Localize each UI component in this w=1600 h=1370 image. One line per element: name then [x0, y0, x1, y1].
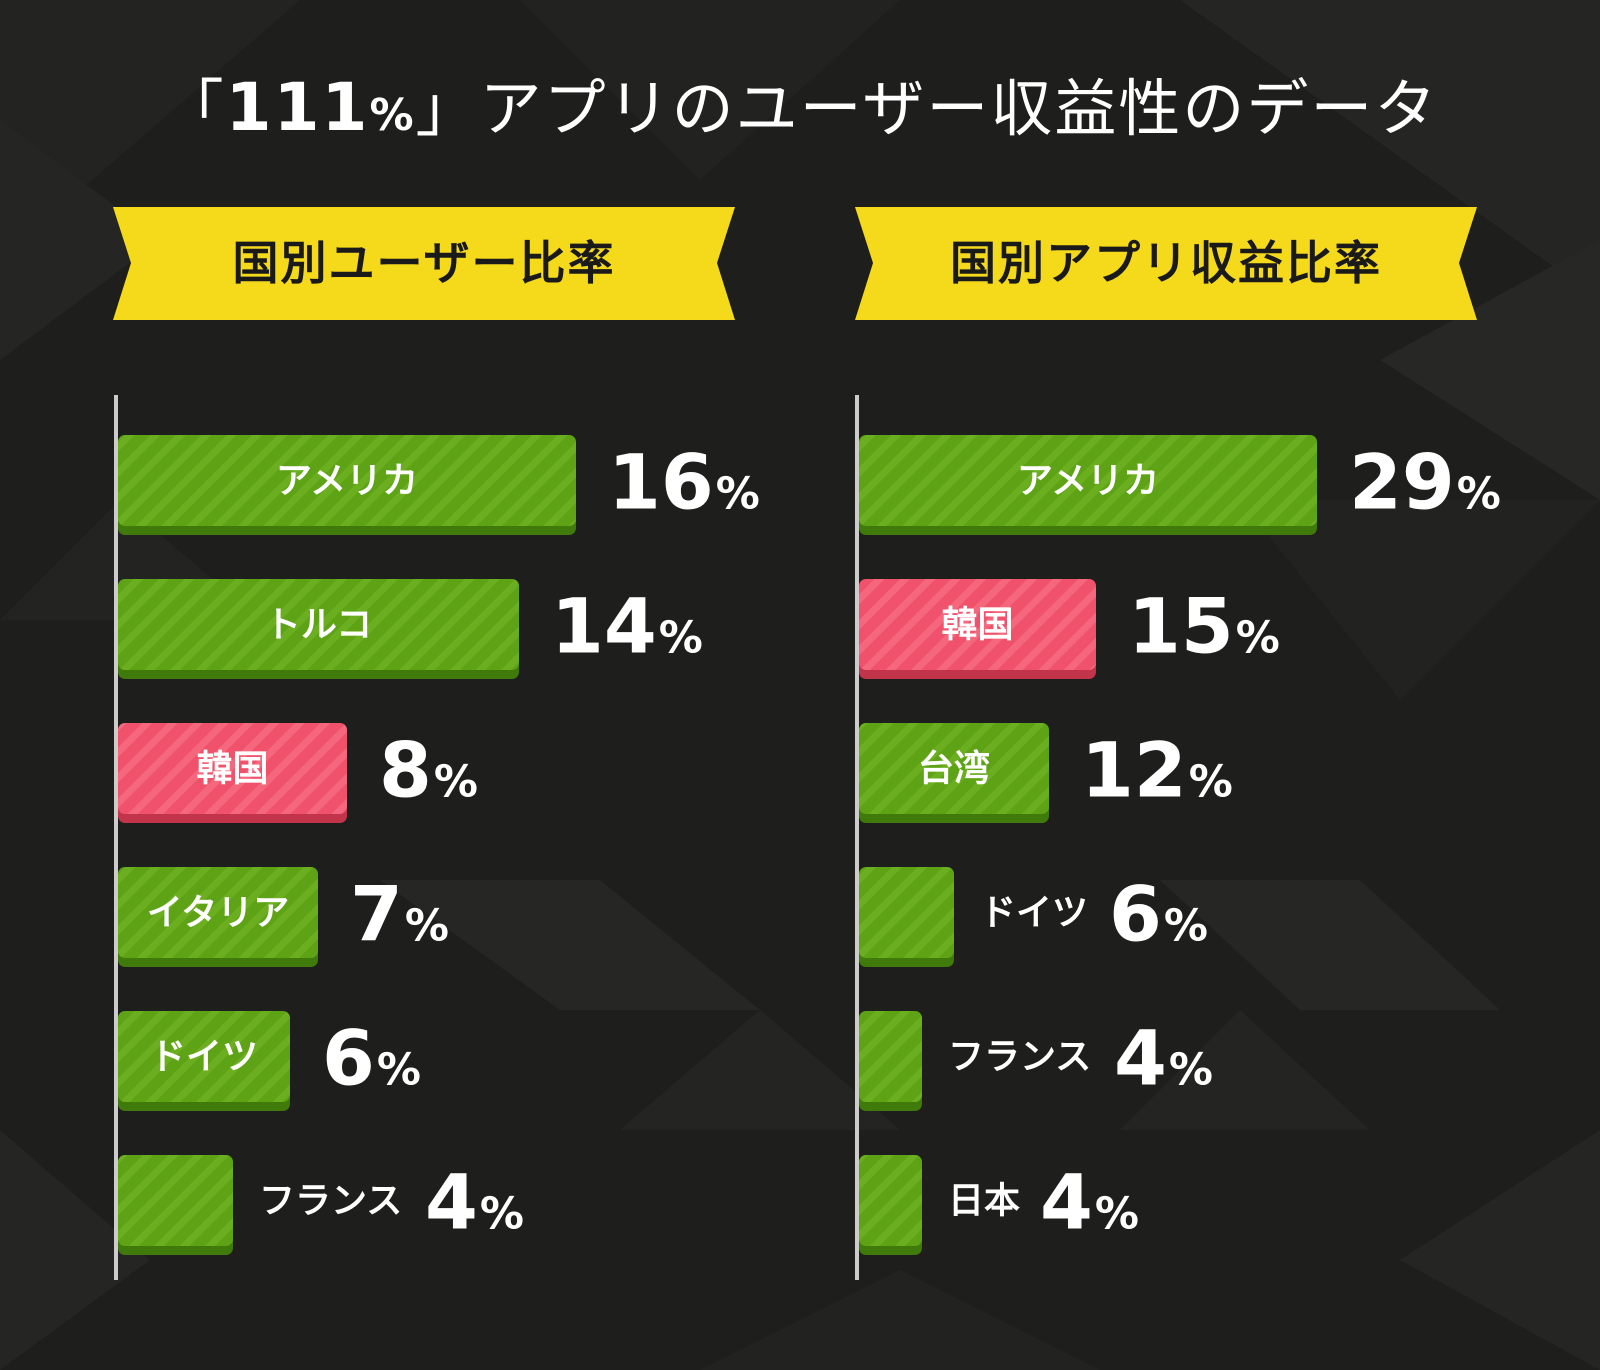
title-bracket-close: 」 — [415, 72, 480, 145]
category-label: 韓国 — [196, 749, 268, 790]
bar-group-4: イタリア 7% — [118, 867, 449, 967]
bar — [859, 1011, 922, 1102]
title-rest: アプリのユーザー収益性のデータ — [479, 72, 1439, 145]
value-label: 6% — [1109, 870, 1208, 959]
value-label: 8% — [379, 726, 478, 815]
page-title: 「111%」アプリのユーザー収益性のデータ — [0, 58, 1600, 148]
category-label: 韓国 — [941, 605, 1013, 646]
bar — [118, 1155, 233, 1246]
bar-group-2: 韓国 15% — [859, 579, 1280, 679]
value-label: 4% — [425, 1158, 524, 1247]
category-label: ドイツ — [980, 893, 1088, 934]
category-label: イタリア — [147, 893, 290, 934]
right-chart-title: 国別アプリ収益比率 — [950, 236, 1382, 290]
value-label: 29% — [1349, 438, 1501, 527]
bar-group-5: ドイツ 6% — [118, 1011, 421, 1111]
bar — [118, 723, 347, 814]
value-label: 7% — [350, 870, 449, 959]
value-label: 4% — [1114, 1014, 1213, 1103]
category-label: トルコ — [265, 605, 372, 646]
value-label: 6% — [322, 1014, 421, 1103]
bar — [859, 867, 954, 958]
value-label: 15% — [1128, 582, 1280, 671]
bar-group-6: フランス 4% — [118, 1155, 524, 1255]
bar — [859, 723, 1049, 814]
left-chart-title: 国別ユーザー比率 — [232, 236, 616, 290]
category-label: 台湾 — [918, 748, 990, 790]
category-label: ドイツ — [150, 1037, 258, 1078]
bar-group-3: 韓国 8% — [118, 723, 478, 823]
value-label: 16% — [608, 438, 760, 527]
bar-group-2: トルコ 14% — [118, 579, 703, 679]
left-chart-svg: アメリカ 16% トルコ 14% 韓国 8% イタリア 7% ドイツ 6% フランス 4% — [114, 395, 760, 1280]
bar-group-6: 日本 4% — [859, 1155, 1139, 1255]
value-label: 14% — [551, 582, 703, 671]
bar — [859, 1155, 922, 1246]
bar — [118, 435, 576, 526]
category-label: フランス — [259, 1181, 402, 1222]
title-number: 111 — [225, 69, 370, 146]
bar — [118, 579, 519, 670]
right-chart-svg: アメリカ 29% 韓国 15% 台湾 12% ドイツ 6% フランス 4% 日本 4% — [855, 395, 1501, 1280]
bar-group-4: ドイツ 6% — [859, 867, 1208, 967]
category-label: フランス — [948, 1037, 1091, 1078]
left-chart-title-ribbon: 国別ユーザー比率 — [113, 207, 735, 320]
bar-group-5: フランス 4% — [859, 1011, 1213, 1111]
bar-group-3: 台湾 12% — [859, 723, 1233, 823]
title-bracket-open: 「 — [161, 72, 226, 145]
right-chart: アメリカ 29% 韓国 15% 台湾 12% ドイツ 6% フランス 4% 日本 4% — [855, 395, 1575, 1300]
value-label: 12% — [1081, 726, 1233, 815]
bar — [859, 579, 1096, 670]
right-chart-title-ribbon: 国別アプリ収益比率 — [855, 207, 1477, 320]
value-label: 4% — [1040, 1158, 1139, 1247]
bar-group-1: アメリカ 29% — [859, 435, 1501, 535]
category-label: アメリカ — [276, 461, 418, 502]
category-label: 日本 — [948, 1181, 1020, 1222]
bar — [859, 435, 1317, 526]
category-label: アメリカ — [1017, 461, 1159, 502]
bar-group-1: アメリカ 16% — [118, 435, 760, 535]
left-chart: アメリカ 16% トルコ 14% 韓国 8% イタリア 7% ドイツ 6% フランス 4% — [114, 395, 834, 1300]
title-percent: % — [369, 90, 416, 141]
bar — [118, 1011, 290, 1102]
bar — [118, 867, 318, 958]
